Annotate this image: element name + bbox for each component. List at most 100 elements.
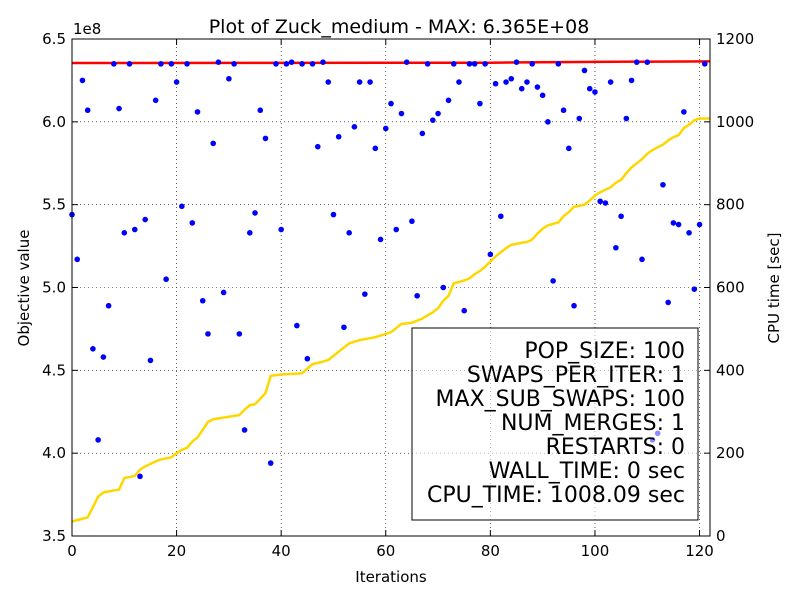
- objective-point: [503, 79, 509, 85]
- objective-point: [398, 110, 405, 117]
- legend-line: POP_SIZE: 100: [524, 339, 685, 364]
- objective-point: [696, 221, 703, 228]
- objective-point: [560, 107, 567, 114]
- y2-tick-label: 0: [716, 527, 726, 545]
- x-tick-label: 60: [376, 542, 395, 560]
- objective-point: [210, 140, 216, 147]
- objective-point: [152, 97, 159, 104]
- objective-point: [471, 61, 478, 67]
- objective-point: [518, 85, 525, 92]
- objective-point: [670, 220, 677, 226]
- objective-point: [189, 220, 196, 226]
- y-axis-label: Objective value: [15, 230, 33, 347]
- objective-point: [346, 230, 352, 236]
- objective-point: [602, 200, 609, 206]
- objective-point: [644, 59, 651, 65]
- objective-point: [335, 133, 342, 140]
- objective-point: [524, 79, 530, 85]
- axis-ticks: 0 20 40 60 80 100 120 3.5 4.0 4.5 5.0 5.5 6.0 6.5 0 200…: [42, 30, 754, 560]
- objective-point: [414, 292, 420, 299]
- objective-point: [131, 226, 138, 233]
- legend-box: [411, 327, 699, 521]
- objective-point: [142, 216, 149, 223]
- y-tick-label: 6.0: [42, 113, 66, 131]
- objective-point: [90, 345, 96, 352]
- objective-point: [633, 59, 640, 65]
- objective-point: [461, 307, 468, 314]
- objective-point: [445, 97, 452, 104]
- objective-point: [184, 61, 190, 67]
- y-tick-label: 3.5: [42, 527, 66, 545]
- objective-point: [325, 79, 332, 85]
- objective-point: [377, 236, 384, 243]
- objective-point: [513, 59, 520, 65]
- objective-point: [294, 322, 300, 329]
- objective-point: [388, 100, 394, 107]
- objective-point: [482, 61, 488, 67]
- x-tick-label: 80: [481, 542, 500, 560]
- objective-point: [173, 79, 180, 85]
- y2-tick-label: 1000: [716, 113, 754, 131]
- legend-line: WALL_TIME: 0 sec: [489, 459, 685, 484]
- objective-point: [95, 437, 101, 443]
- objective-point: [362, 291, 368, 297]
- objective-point: [686, 230, 692, 236]
- objective-point: [231, 61, 237, 67]
- objective-point: [498, 213, 504, 220]
- legend-line: CPU_TIME: 1008.09 sec: [427, 483, 685, 508]
- objective-point: [158, 61, 164, 67]
- objective-point: [273, 61, 279, 67]
- best-objective-line: [71, 60, 711, 65]
- y-tick-label: 6.5: [42, 30, 66, 48]
- objective-point: [597, 198, 603, 205]
- objective-point: [430, 117, 436, 123]
- objective-point: [356, 79, 363, 85]
- best-objective-series: [71, 60, 711, 65]
- objective-point: [330, 211, 337, 218]
- objective-point: [613, 244, 619, 251]
- y2-tick-label: 800: [716, 196, 745, 214]
- objective-point: [199, 297, 206, 304]
- objective-point: [550, 278, 556, 284]
- objective-point: [639, 256, 645, 263]
- objective-point: [168, 61, 175, 67]
- objective-point: [628, 77, 635, 84]
- y2-tick-label: 1200: [716, 30, 754, 48]
- objective-point: [571, 302, 577, 309]
- objective-point: [372, 145, 379, 152]
- chart-title: Plot of Zuck_medium - MAX: 6.365E+08: [209, 16, 590, 38]
- objective-point: [566, 145, 572, 152]
- objective-point: [403, 59, 410, 65]
- objective-point: [267, 460, 274, 466]
- y-tick-label: 4.5: [42, 361, 66, 379]
- objective-point: [121, 230, 128, 236]
- objective-point: [456, 79, 462, 85]
- objective-point: [534, 84, 541, 90]
- objective-point: [320, 59, 326, 65]
- objective-point: [477, 100, 483, 107]
- objective-point: [105, 302, 112, 309]
- objective-point: [126, 61, 133, 67]
- objective-point: [424, 61, 431, 67]
- y-tick-label: 5.0: [42, 279, 66, 297]
- objective-point: [220, 289, 227, 296]
- objective-point: [194, 109, 201, 115]
- objective-point: [576, 115, 583, 122]
- objective-point: [288, 59, 295, 65]
- legend: POP_SIZE: 100 SWAPS_PER_ITER: 1 MAX_SUB_…: [411, 327, 699, 521]
- objective-point: [545, 119, 551, 125]
- objective-point: [79, 77, 86, 84]
- objective-point: [179, 203, 185, 210]
- objective-point: [84, 107, 91, 114]
- x-tick-label: 120: [685, 542, 714, 560]
- objective-point: [435, 110, 441, 117]
- objective-point: [226, 75, 232, 82]
- y2-axis-label: CPU time [sec]: [765, 233, 783, 344]
- objective-point: [257, 107, 264, 114]
- objective-point: [450, 61, 457, 67]
- objective-point: [137, 473, 143, 480]
- objective-point: [419, 130, 426, 137]
- objective-point: [367, 79, 373, 85]
- objective-point: [100, 354, 107, 360]
